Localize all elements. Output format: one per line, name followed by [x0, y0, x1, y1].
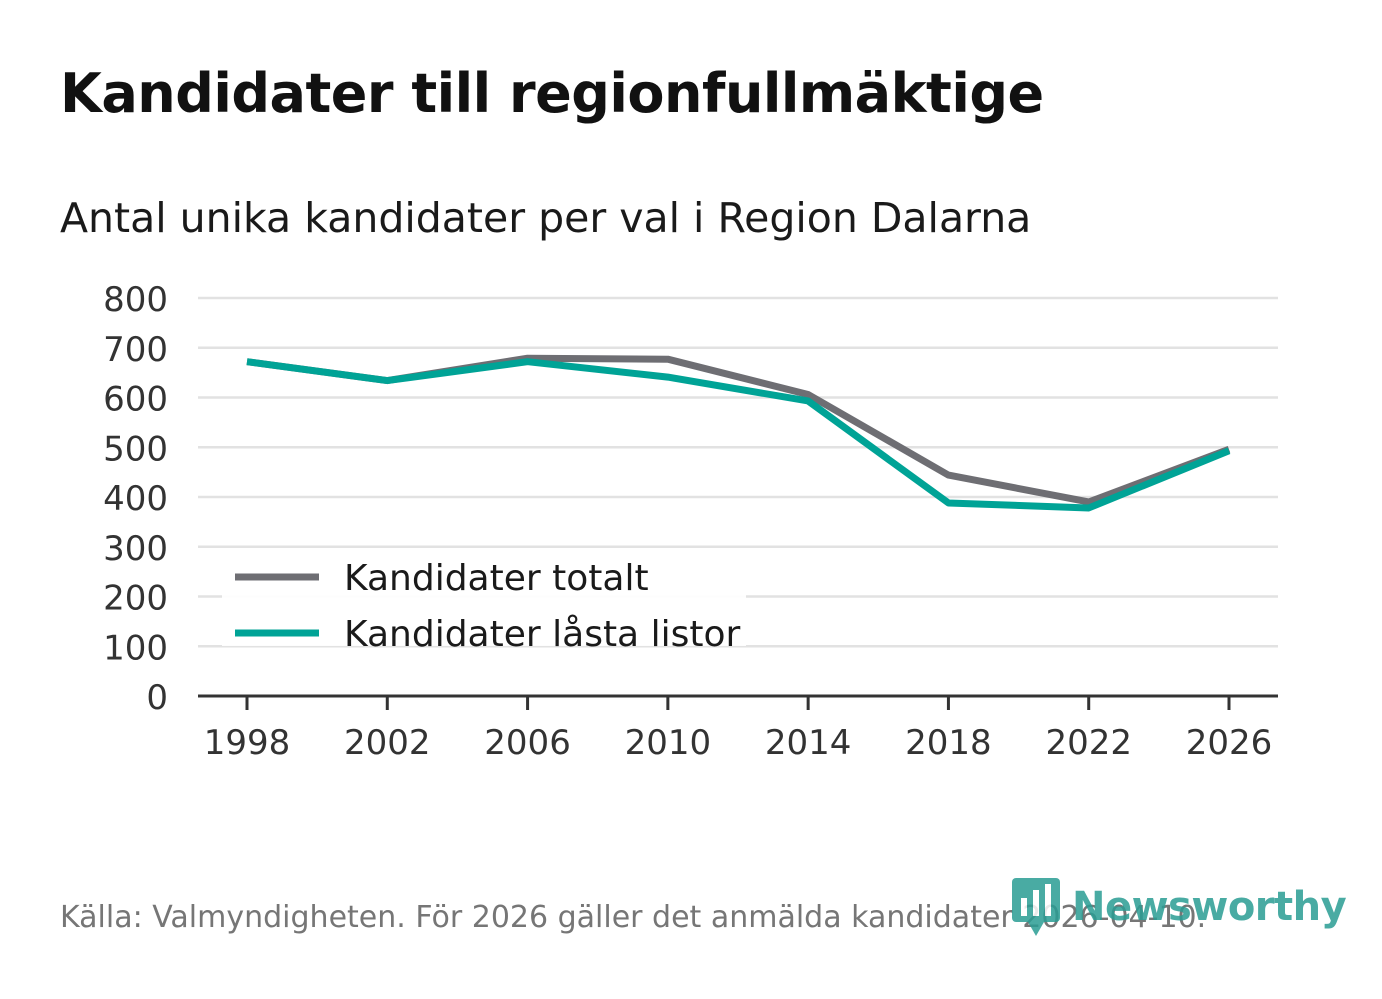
x-tick-label: 1998: [204, 723, 291, 763]
newsworthy-logo: Newsworthy: [1010, 876, 1347, 938]
logo-text: Newsworthy: [1072, 884, 1347, 930]
legend: Kandidater totalt Kandidater låsta listor: [222, 548, 746, 655]
series-lines: [246, 354, 1231, 512]
chart-subtitle: Antal unika kandidater per val i Region …: [60, 194, 1032, 242]
y-tick-label: 100: [103, 628, 168, 668]
x-tick-label: 2026: [1186, 723, 1273, 763]
x-tick-label: 2022: [1045, 723, 1132, 763]
x-axis-ticks: 1998 2002 2006 2010 2014 2018 2022 2026: [198, 694, 1278, 763]
y-axis-ticks: 0 100 200 300 400 500 600 700 800: [103, 280, 168, 718]
series-line-kandidater-lasta-listor: [246, 358, 1231, 512]
y-tick-label: 400: [103, 479, 168, 519]
legend-label: Kandidater totalt: [344, 558, 649, 599]
y-tick-label: 700: [103, 330, 168, 370]
x-tick-label: 2014: [765, 723, 852, 763]
legend-label: Kandidater låsta listor: [344, 614, 740, 655]
x-tick-label: 2006: [484, 723, 571, 763]
line-chart: 0 100 200 300 400 500 600 700 800 1998 2002 2006 20…: [103, 280, 1278, 763]
x-tick-label: 2018: [905, 723, 992, 763]
x-tick-label: 2002: [344, 723, 431, 763]
y-tick-label: 0: [146, 678, 168, 718]
y-tick-label: 800: [103, 280, 168, 320]
y-tick-label: 200: [103, 579, 168, 619]
y-tick-label: 300: [103, 529, 168, 569]
y-tick-label: 600: [103, 380, 168, 420]
newsworthy-bar-chart-icon: [1012, 878, 1060, 936]
x-tick-label: 2010: [625, 723, 712, 763]
chart-title: Kandidater till regionfullmäktige: [60, 62, 1044, 125]
y-tick-label: 500: [103, 429, 168, 469]
